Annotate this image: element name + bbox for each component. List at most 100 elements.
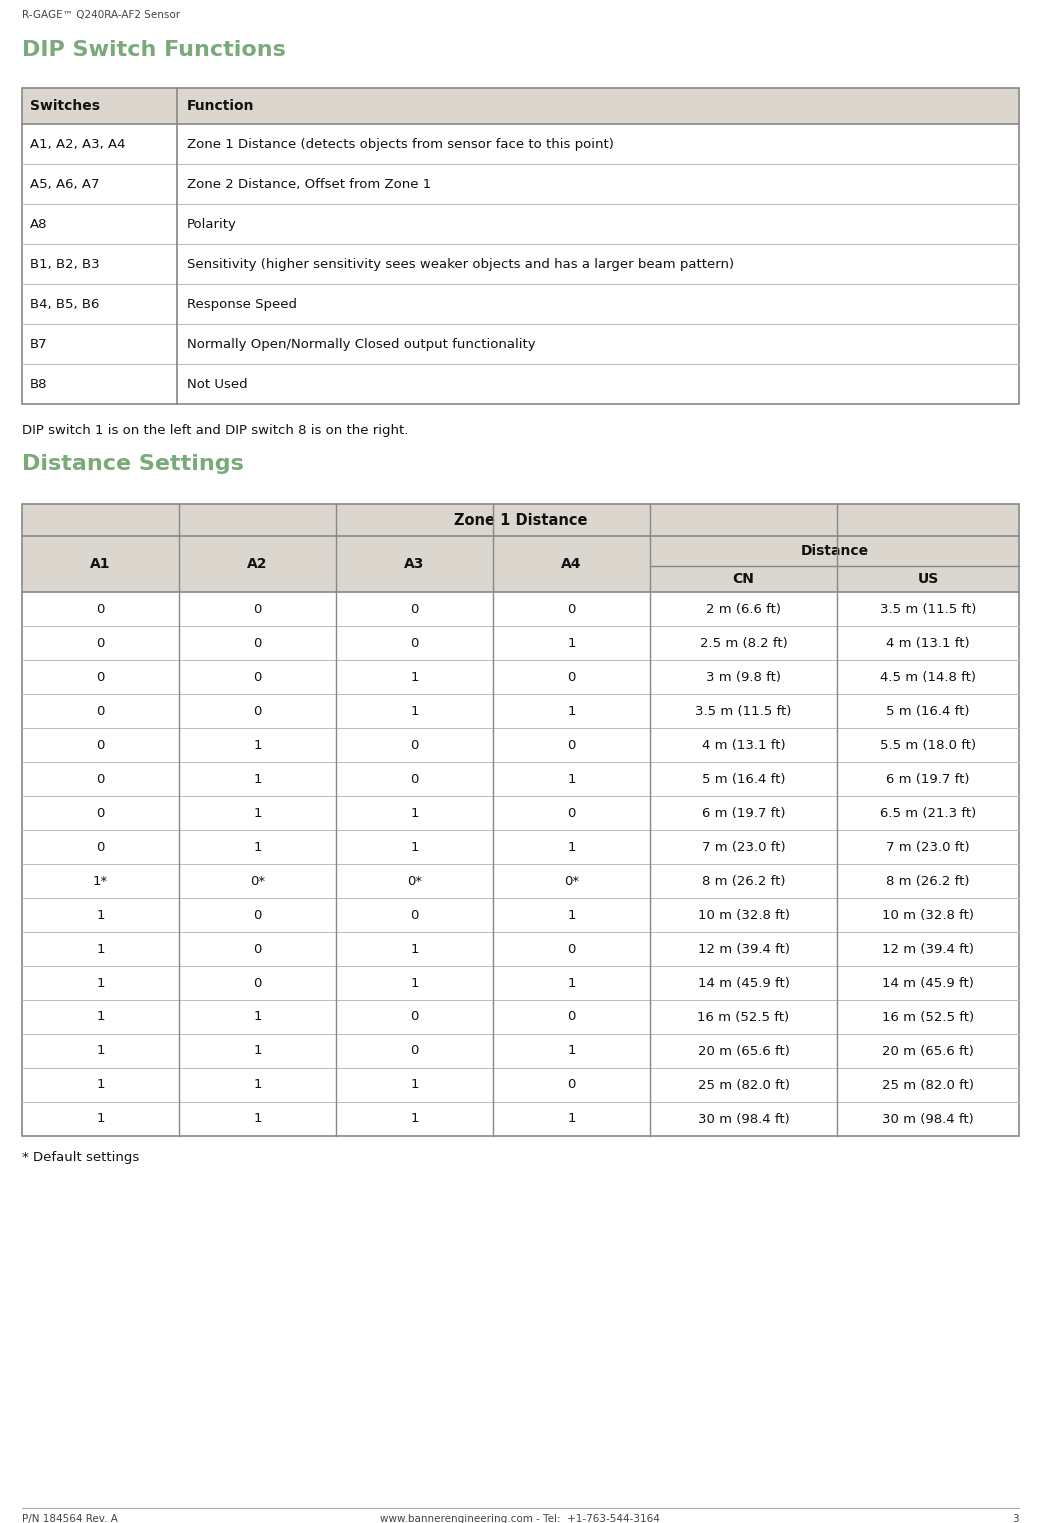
Text: 3: 3 [1013, 1514, 1019, 1523]
Text: 0: 0 [410, 739, 418, 751]
Text: A2: A2 [248, 557, 268, 571]
Text: 1: 1 [410, 841, 418, 853]
Text: 0: 0 [97, 739, 105, 751]
Text: 20 m (65.6 ft): 20 m (65.6 ft) [882, 1045, 974, 1057]
Text: 1: 1 [567, 909, 576, 921]
Text: 1: 1 [96, 1010, 105, 1023]
Text: 8 m (26.2 ft): 8 m (26.2 ft) [886, 874, 970, 888]
Text: 0: 0 [253, 943, 261, 955]
Text: 4.5 m (14.8 ft): 4.5 m (14.8 ft) [880, 670, 976, 684]
Text: 0: 0 [253, 976, 261, 990]
Text: 0: 0 [97, 637, 105, 649]
Text: 1: 1 [96, 976, 105, 990]
Bar [22, 88, 1019, 123]
Text: 1: 1 [410, 1112, 418, 1125]
Text: 0: 0 [410, 1010, 418, 1023]
Text: 16 m (52.5 ft): 16 m (52.5 ft) [697, 1010, 789, 1023]
Text: US: US [917, 573, 939, 586]
Text: Function: Function [187, 99, 254, 113]
Text: 6 m (19.7 ft): 6 m (19.7 ft) [702, 807, 785, 819]
Text: R-GAGE™ Q240RA-AF2 Sensor: R-GAGE™ Q240RA-AF2 Sensor [22, 11, 180, 20]
Text: 5.5 m (18.0 ft): 5.5 m (18.0 ft) [880, 739, 976, 751]
Text: 5 m (16.4 ft): 5 m (16.4 ft) [886, 705, 970, 717]
Text: 3.5 m (11.5 ft): 3.5 m (11.5 ft) [880, 603, 976, 615]
Text: 1: 1 [567, 772, 576, 786]
Text: 2 m (6.6 ft): 2 m (6.6 ft) [706, 603, 781, 615]
Text: 0: 0 [253, 603, 261, 615]
Text: 1: 1 [96, 943, 105, 955]
Text: 0: 0 [410, 772, 418, 786]
Text: 0: 0 [567, 1010, 576, 1023]
Text: Zone 2 Distance, Offset from Zone 1: Zone 2 Distance, Offset from Zone 1 [187, 178, 431, 190]
Text: B7: B7 [30, 338, 48, 350]
Text: 0: 0 [567, 739, 576, 751]
Text: 1: 1 [567, 841, 576, 853]
Text: 4 m (13.1 ft): 4 m (13.1 ft) [702, 739, 785, 751]
Text: B1, B2, B3: B1, B2, B3 [30, 257, 100, 271]
Bar [22, 536, 1019, 592]
Text: Response Speed: Response Speed [187, 297, 297, 311]
Text: 12 m (39.4 ft): 12 m (39.4 ft) [882, 943, 974, 955]
Text: 1: 1 [567, 637, 576, 649]
Text: 1: 1 [253, 1078, 261, 1092]
Text: 8 m (26.2 ft): 8 m (26.2 ft) [702, 874, 785, 888]
Text: 1: 1 [567, 976, 576, 990]
Text: 1: 1 [410, 976, 418, 990]
Text: 14 m (45.9 ft): 14 m (45.9 ft) [697, 976, 789, 990]
Text: 16 m (52.5 ft): 16 m (52.5 ft) [882, 1010, 974, 1023]
Text: DIP switch 1 is on the left and DIP switch 8 is on the right.: DIP switch 1 is on the left and DIP swit… [22, 423, 408, 437]
Text: Zone 1 Distance: Zone 1 Distance [454, 513, 587, 527]
Text: 0: 0 [97, 670, 105, 684]
Text: CN: CN [733, 573, 755, 586]
Bar [22, 88, 1019, 404]
Text: 6 m (19.7 ft): 6 m (19.7 ft) [886, 772, 970, 786]
Text: 0: 0 [410, 637, 418, 649]
Text: 0: 0 [567, 603, 576, 615]
Text: 10 m (32.8 ft): 10 m (32.8 ft) [882, 909, 974, 921]
Text: 0: 0 [567, 943, 576, 955]
Text: 1: 1 [410, 1078, 418, 1092]
Text: 14 m (45.9 ft): 14 m (45.9 ft) [882, 976, 974, 990]
Text: A3: A3 [404, 557, 425, 571]
Text: Distance: Distance [801, 544, 868, 557]
Text: 0: 0 [97, 772, 105, 786]
Text: 5 m (16.4 ft): 5 m (16.4 ft) [702, 772, 785, 786]
Text: DIP Switch Functions: DIP Switch Functions [22, 40, 286, 59]
Text: 1: 1 [253, 841, 261, 853]
Text: 3.5 m (11.5 ft): 3.5 m (11.5 ft) [695, 705, 792, 717]
Text: 1: 1 [410, 705, 418, 717]
Text: 0: 0 [410, 909, 418, 921]
Text: 1: 1 [96, 1112, 105, 1125]
Text: 30 m (98.4 ft): 30 m (98.4 ft) [697, 1112, 789, 1125]
Text: A5, A6, A7: A5, A6, A7 [30, 178, 100, 190]
Text: 0*: 0* [407, 874, 422, 888]
Bar [22, 504, 1019, 1136]
Text: 1: 1 [96, 1045, 105, 1057]
Text: 1: 1 [96, 1078, 105, 1092]
Text: 1: 1 [410, 807, 418, 819]
Text: 0: 0 [410, 1045, 418, 1057]
Text: 1: 1 [253, 1112, 261, 1125]
Text: P/N 184564 Rev. A: P/N 184564 Rev. A [22, 1514, 118, 1523]
Text: 1: 1 [567, 705, 576, 717]
Text: Polarity: Polarity [187, 218, 237, 230]
Text: 7 m (23.0 ft): 7 m (23.0 ft) [886, 841, 970, 853]
Text: * Default settings: * Default settings [22, 1151, 139, 1164]
Text: 6.5 m (21.3 ft): 6.5 m (21.3 ft) [880, 807, 976, 819]
Text: A1, A2, A3, A4: A1, A2, A3, A4 [30, 137, 126, 151]
Text: 1: 1 [253, 739, 261, 751]
Text: 0: 0 [97, 807, 105, 819]
Text: 1: 1 [253, 772, 261, 786]
Text: 0: 0 [253, 670, 261, 684]
Text: Switches: Switches [30, 99, 100, 113]
Text: B4, B5, B6: B4, B5, B6 [30, 297, 99, 311]
Text: 0: 0 [410, 603, 418, 615]
Text: 10 m (32.8 ft): 10 m (32.8 ft) [697, 909, 789, 921]
Text: 0*: 0* [564, 874, 579, 888]
Text: 1: 1 [253, 807, 261, 819]
Text: 0*: 0* [250, 874, 265, 888]
Text: 12 m (39.4 ft): 12 m (39.4 ft) [697, 943, 789, 955]
Text: 30 m (98.4 ft): 30 m (98.4 ft) [882, 1112, 974, 1125]
Text: 0: 0 [567, 1078, 576, 1092]
Text: 0: 0 [567, 807, 576, 819]
